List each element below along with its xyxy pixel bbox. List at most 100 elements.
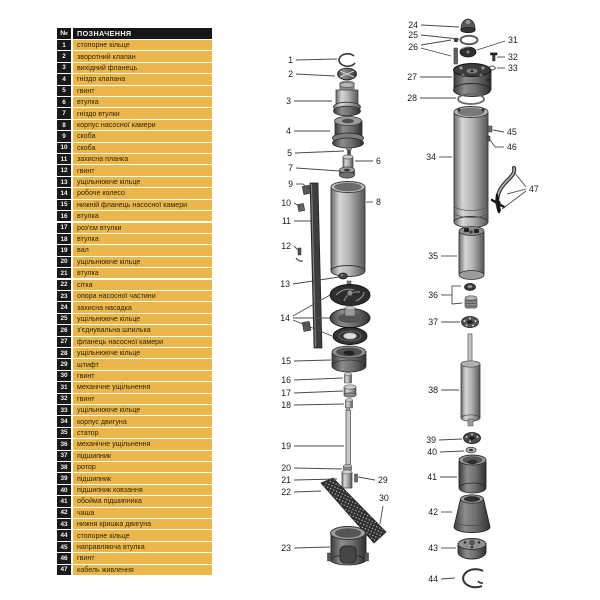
row-number: 46: [57, 553, 71, 564]
callout-number-15: 15: [281, 356, 291, 366]
table-row: 44 стопорне кільце: [57, 530, 212, 541]
part-13-seal-ring: [338, 272, 348, 280]
part-46-screw: [486, 135, 491, 142]
leader-line: [293, 478, 338, 481]
row-number: 31: [57, 382, 71, 393]
leader-line: [293, 202, 302, 208]
table-row: 19 вал: [57, 245, 212, 256]
part-41-bearing-holder: [458, 454, 487, 494]
callout-number-28: 28: [407, 93, 417, 103]
table-row: 45 направляюча втулка: [57, 541, 212, 553]
part-45-guide-bushing: [487, 125, 493, 133]
table-row: 17 роз'єм втулки: [57, 222, 212, 233]
row-number: 13: [57, 176, 71, 188]
part-22-screen-mesh: [320, 477, 387, 544]
callout-number-13: 13: [280, 279, 290, 289]
row-number: 26: [57, 325, 71, 336]
row-label: з'єднувальна шпилька: [73, 325, 212, 336]
callout-number-9: 9: [288, 179, 293, 189]
row-label: нижній фланець насосної камери: [73, 199, 212, 211]
row-label: підшипник ковзання: [73, 484, 212, 496]
row-number: 28: [57, 347, 71, 359]
part-20-seal-ring: [343, 464, 352, 471]
callout-number-44: 44: [428, 574, 438, 584]
row-label: обойма підшипника: [73, 496, 212, 507]
row-number: 47: [57, 564, 71, 576]
part-14-impeller-group: [329, 280, 371, 345]
row-number: 11: [57, 154, 71, 165]
table-row: 47 кабель живлення: [57, 564, 212, 576]
row-number: 44: [57, 530, 71, 541]
callout-number-45: 45: [507, 127, 517, 137]
part-17-bushing-connector: [343, 384, 357, 398]
part-11-protective-bar: [309, 182, 323, 349]
table-row: 14 робоче колесо: [57, 188, 212, 199]
row-number: 12: [57, 165, 71, 176]
callout-number-17: 17: [281, 388, 291, 398]
table-row: 25 ущільнююче кільце: [57, 313, 212, 325]
table-row: 22 сітка: [57, 279, 212, 290]
table-row: 36 механічне ущільнення: [57, 439, 212, 450]
row-number: 1: [57, 40, 71, 51]
row-label: ущільнююче кільце: [73, 405, 212, 416]
callout-number-1: 1: [288, 55, 293, 65]
callout-number-42: 42: [428, 507, 438, 517]
table-row: 40 підшипник ковзання: [57, 484, 212, 496]
callout-number-20: 20: [281, 463, 291, 473]
row-label: стопорне кільце: [73, 530, 212, 541]
leader-line: [293, 359, 332, 362]
callout-number-7: 7: [288, 163, 293, 173]
table-row: 27 фланець насосної камери: [57, 336, 212, 347]
row-label: корпус насосної камери: [73, 119, 212, 131]
row-label: захисна планка: [73, 154, 212, 165]
callout-number-43: 43: [428, 543, 438, 553]
part-34-motor-housing: [453, 106, 489, 228]
leader-line: [292, 276, 340, 285]
table-row: 9 скоба: [57, 131, 212, 142]
callout-number-26: 26: [408, 42, 418, 52]
callout-number-18: 18: [281, 400, 291, 410]
part-40-slide-bearing: [465, 446, 477, 454]
table-row: 38 ротор: [57, 462, 212, 473]
table-row: 12 гвинт: [57, 165, 212, 176]
row-number: 39: [57, 473, 71, 484]
leader-line: [440, 577, 456, 580]
callout-number-10: 10: [281, 198, 291, 208]
leader-line: [420, 39, 452, 46]
row-number: 10: [57, 142, 71, 153]
table-row: 6 втулка: [57, 97, 212, 108]
row-label: механічне ущільнення: [73, 382, 212, 393]
row-number: 18: [57, 233, 71, 245]
row-label: втулка: [73, 233, 212, 245]
table-row: 5 гвинт: [57, 85, 212, 96]
leader-line: [513, 171, 527, 188]
row-label: фланець насосної камери: [73, 336, 212, 347]
row-label: підшипник: [73, 450, 212, 461]
row-number: 43: [57, 519, 71, 530]
row-number: 2: [57, 51, 71, 62]
row-label: гніздо втулки: [73, 108, 212, 119]
part-19-shaft: [345, 407, 351, 468]
table-row: 10 скоба: [57, 142, 212, 153]
row-number: 6: [57, 97, 71, 108]
leader-line: [293, 490, 322, 493]
row-number: 35: [57, 427, 71, 439]
leader-line: [295, 58, 338, 61]
part-15-lower-flange: [331, 345, 367, 373]
part-31-mechanical-seal: [459, 46, 477, 58]
row-label: скоба: [73, 142, 212, 153]
part-6-bushing: [342, 154, 354, 169]
leader-line: [420, 47, 452, 57]
leader-line: [292, 319, 333, 337]
row-number: 3: [57, 62, 71, 74]
row-label: гніздо клапана: [73, 74, 212, 85]
table-row: 24 захисна насадка: [57, 302, 212, 313]
part-3-outlet-flange: [333, 82, 361, 117]
row-number: 45: [57, 541, 71, 553]
callout-number-27: 27: [407, 72, 417, 82]
callout-number-4: 4: [286, 126, 291, 136]
leader-line: [293, 403, 345, 406]
callout-number-46: 46: [507, 142, 517, 152]
part-12-screw: [295, 247, 312, 332]
